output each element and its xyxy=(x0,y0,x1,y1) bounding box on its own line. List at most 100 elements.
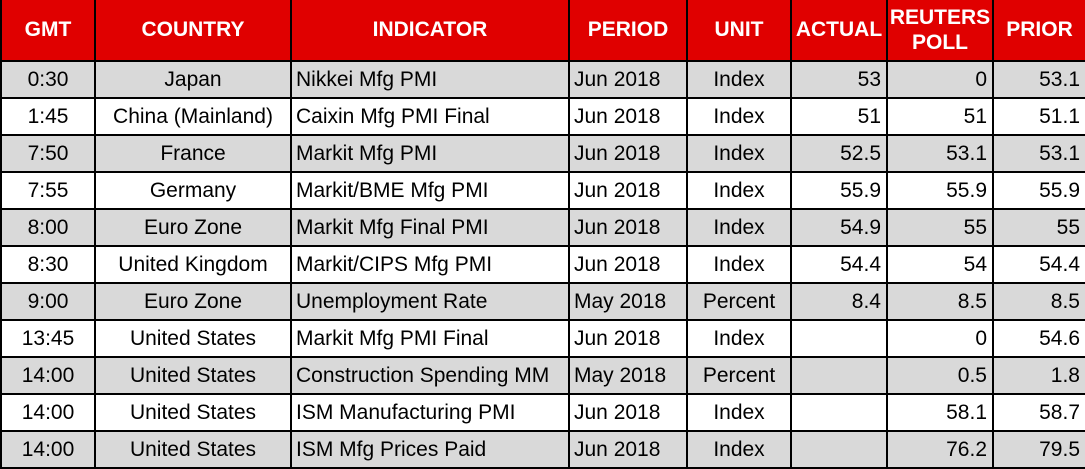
column-header-prior: PRIOR xyxy=(992,0,1085,62)
cell-indicator: Nikkei Mfg PMI xyxy=(290,60,570,99)
cell-period: Jun 2018 xyxy=(568,134,688,173)
table-row: 14:00 United States ISM Mfg Prices Paid Jun… xyxy=(0,430,1085,469)
cell-reuters-poll: 0.5 xyxy=(886,356,994,395)
cell-period: Jun 2018 xyxy=(568,60,688,99)
cell-indicator: ISM Manufacturing PMI xyxy=(290,393,570,432)
cell-gmt: 7:55 xyxy=(0,171,96,210)
cell-indicator: ISM Mfg Prices Paid xyxy=(290,430,570,469)
cell-period: Jun 2018 xyxy=(568,393,688,432)
cell-period: Jun 2018 xyxy=(568,97,688,136)
cell-unit: Index xyxy=(686,134,792,173)
table-row: 7:55 Germany Markit/BME Mfg PMI Jun 2018 Ind… xyxy=(0,171,1085,210)
cell-unit: Index xyxy=(686,97,792,136)
cell-actual: 54.4 xyxy=(790,245,888,284)
column-header-period: PERIOD xyxy=(568,0,688,62)
table-row: 0:30 Japan Nikkei Mfg PMI Jun 2018 Index 53 0 5… xyxy=(0,60,1085,99)
cell-actual: 52.5 xyxy=(790,134,888,173)
cell-period: Jun 2018 xyxy=(568,319,688,358)
cell-unit: Index xyxy=(686,208,792,247)
cell-period: May 2018 xyxy=(568,356,688,395)
cell-actual: 55.9 xyxy=(790,171,888,210)
cell-gmt: 14:00 xyxy=(0,430,96,469)
cell-actual xyxy=(790,319,888,358)
cell-prior: 1.8 xyxy=(992,356,1085,395)
cell-indicator: Markit Mfg PMI xyxy=(290,134,570,173)
table-row: 14:00 United States Construction Spending … xyxy=(0,356,1085,395)
cell-indicator: Markit Mfg Final PMI xyxy=(290,208,570,247)
cell-country: Euro Zone xyxy=(94,208,292,247)
cell-unit: Index xyxy=(686,60,792,99)
cell-reuters-poll: 8.5 xyxy=(886,282,994,321)
cell-unit: Index xyxy=(686,430,792,469)
cell-country: China (Mainland) xyxy=(94,97,292,136)
cell-gmt: 9:00 xyxy=(0,282,96,321)
table-row: 13:45 United States Markit Mfg PMI Final Ju… xyxy=(0,319,1085,358)
cell-actual: 8.4 xyxy=(790,282,888,321)
cell-period: Jun 2018 xyxy=(568,171,688,210)
cell-gmt: 13:45 xyxy=(0,319,96,358)
cell-unit: Percent xyxy=(686,356,792,395)
table-body: 0:30 Japan Nikkei Mfg PMI Jun 2018 Index 53 0 5… xyxy=(0,60,1085,469)
cell-period: May 2018 xyxy=(568,282,688,321)
cell-country: United Kingdom xyxy=(94,245,292,284)
table-row: 8:30 United Kingdom Markit/CIPS Mfg PMI Jun… xyxy=(0,245,1085,284)
cell-country: Germany xyxy=(94,171,292,210)
cell-country: Japan xyxy=(94,60,292,99)
table-row: 1:45 China (Mainland) Caixin Mfg PMI Final… xyxy=(0,97,1085,136)
cell-period: Jun 2018 xyxy=(568,245,688,284)
cell-prior: 51.1 xyxy=(992,97,1085,136)
cell-reuters-poll: 54 xyxy=(886,245,994,284)
cell-country: United States xyxy=(94,430,292,469)
cell-prior: 53.1 xyxy=(992,134,1085,173)
cell-country: Euro Zone xyxy=(94,282,292,321)
cell-gmt: 14:00 xyxy=(0,393,96,432)
cell-prior: 8.5 xyxy=(992,282,1085,321)
cell-gmt: 8:30 xyxy=(0,245,96,284)
cell-prior: 54.6 xyxy=(992,319,1085,358)
cell-prior: 55 xyxy=(992,208,1085,247)
cell-period: Jun 2018 xyxy=(568,208,688,247)
column-header-actual: ACTUAL xyxy=(790,0,888,62)
column-header-indicator: INDICATOR xyxy=(290,0,570,62)
cell-prior: 79.5 xyxy=(992,430,1085,469)
cell-country: United States xyxy=(94,393,292,432)
cell-reuters-poll: 0 xyxy=(886,60,994,99)
cell-reuters-poll: 53.1 xyxy=(886,134,994,173)
cell-gmt: 8:00 xyxy=(0,208,96,247)
column-header-gmt: GMT xyxy=(0,0,96,62)
cell-actual xyxy=(790,356,888,395)
cell-reuters-poll: 76.2 xyxy=(886,430,994,469)
cell-actual: 54.9 xyxy=(790,208,888,247)
column-header-country: COUNTRY xyxy=(94,0,292,62)
table-row: 8:00 Euro Zone Markit Mfg Final PMI Jun 201… xyxy=(0,208,1085,247)
cell-prior: 53.1 xyxy=(992,60,1085,99)
table-row: 9:00 Euro Zone Unemployment Rate May 2018 Pe… xyxy=(0,282,1085,321)
cell-unit: Percent xyxy=(686,282,792,321)
cell-unit: Index xyxy=(686,171,792,210)
cell-unit: Index xyxy=(686,393,792,432)
column-header-unit: UNIT xyxy=(686,0,792,62)
table-header: GMT COUNTRY INDICATOR PERIOD UNIT ACTUAL REUTE… xyxy=(0,0,1085,62)
cell-reuters-poll: 0 xyxy=(886,319,994,358)
cell-actual: 51 xyxy=(790,97,888,136)
cell-actual: 53 xyxy=(790,60,888,99)
cell-unit: Index xyxy=(686,319,792,358)
table-row: 7:50 France Markit Mfg PMI Jun 2018 Index 52.… xyxy=(0,134,1085,173)
cell-reuters-poll: 55.9 xyxy=(886,171,994,210)
cell-gmt: 1:45 xyxy=(0,97,96,136)
cell-gmt: 7:50 xyxy=(0,134,96,173)
cell-country: France xyxy=(94,134,292,173)
cell-indicator: Markit/BME Mfg PMI xyxy=(290,171,570,210)
cell-reuters-poll: 51 xyxy=(886,97,994,136)
cell-prior: 55.9 xyxy=(992,171,1085,210)
cell-gmt: 14:00 xyxy=(0,356,96,395)
cell-indicator: Markit Mfg PMI Final xyxy=(290,319,570,358)
cell-prior: 54.4 xyxy=(992,245,1085,284)
cell-unit: Index xyxy=(686,245,792,284)
cell-country: United States xyxy=(94,319,292,358)
cell-period: Jun 2018 xyxy=(568,430,688,469)
cell-indicator: Markit/CIPS Mfg PMI xyxy=(290,245,570,284)
header-row: GMT COUNTRY INDICATOR PERIOD UNIT ACTUAL REUTE… xyxy=(0,0,1085,62)
cell-actual xyxy=(790,393,888,432)
cell-indicator: Caixin Mfg PMI Final xyxy=(290,97,570,136)
